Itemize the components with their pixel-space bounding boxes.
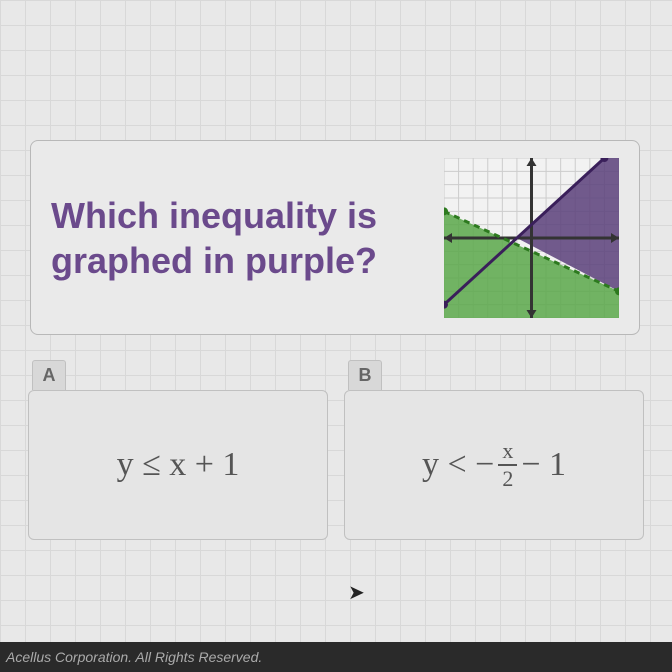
answer-expression: y < − x 2 − 1 [344,390,644,540]
answer-label: B [348,360,382,390]
cursor-icon: ➤ [348,580,365,605]
footer-text: Acellus Corporation. All Rights Reserved… [0,642,672,672]
answer-expression: y ≤ x + 1 [28,390,328,540]
question-card: Which inequality is graphed in purple? [30,140,640,335]
inequality-graph [444,158,619,318]
question-text: Which inequality is graphed in purple? [51,193,444,283]
fraction-denominator: 2 [502,466,513,490]
answer-option-b[interactable]: B y < − x 2 − 1 [344,360,644,540]
answer-label: A [32,360,66,390]
expr-suffix: − 1 [521,446,566,484]
answer-row: A y ≤ x + 1 B y < − x 2 − 1 [0,360,672,540]
fraction-numerator: x [498,440,517,466]
fraction: x 2 [498,440,517,490]
expr-prefix: y < − [422,446,494,484]
answer-option-a[interactable]: A y ≤ x + 1 [28,360,328,540]
expression-text: y ≤ x + 1 [117,446,240,484]
